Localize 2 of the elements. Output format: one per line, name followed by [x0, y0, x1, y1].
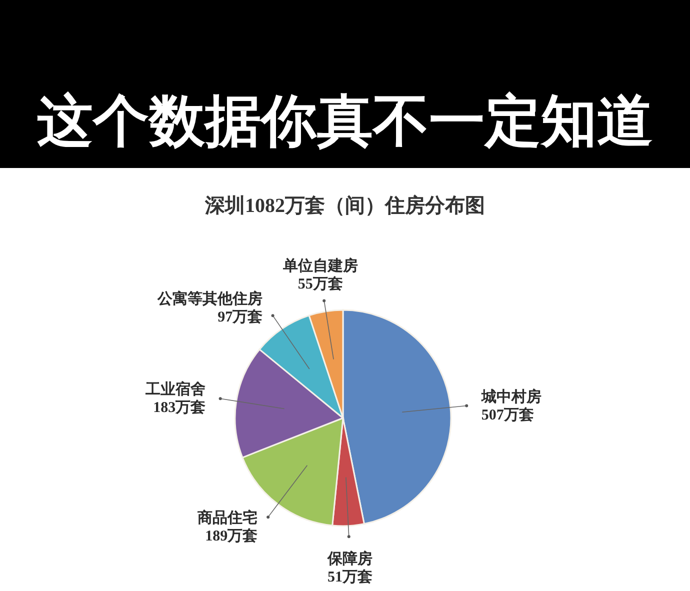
subtitle: 深圳1082万套（间）住房分布图: [205, 195, 485, 217]
title: 这个数据你真不一定知道: [37, 89, 653, 154]
